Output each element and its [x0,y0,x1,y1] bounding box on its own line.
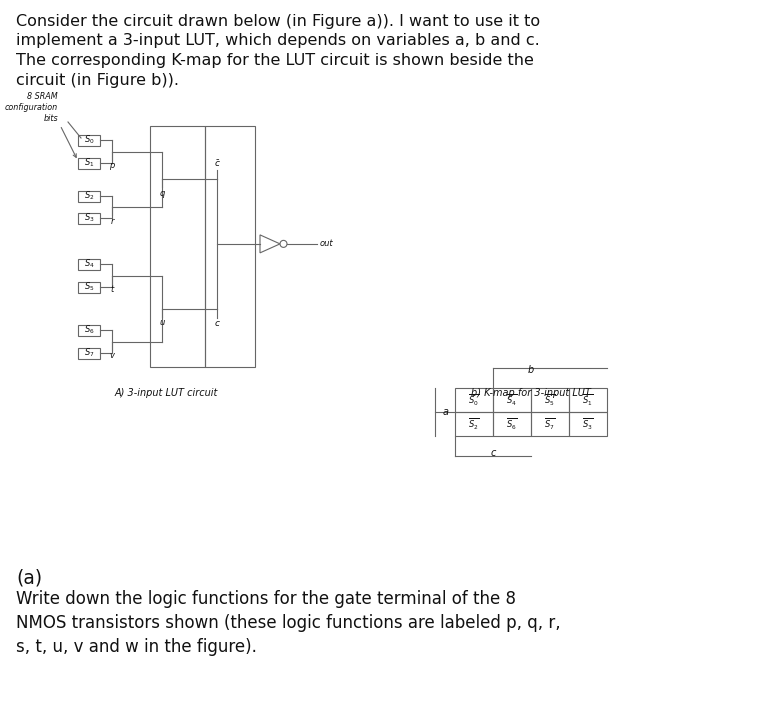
Text: $S_2$: $S_2$ [84,190,94,202]
Bar [78,259,100,270]
Text: circuit (in Figure b)).: circuit (in Figure b)). [16,72,179,87]
Bar [455,412,493,436]
Text: $S_3$: $S_3$ [83,212,94,224]
Bar [569,388,607,412]
Bar [455,388,493,412]
Bar [78,213,100,224]
Bar [78,191,100,202]
Bar [205,126,255,367]
Text: q: q [159,189,164,198]
Text: out: out [320,240,334,248]
Bar [150,126,205,367]
Text: $\overline{S_3}$: $\overline{S_3}$ [582,416,594,432]
Text: Consider the circuit drawn below (in Figure a)). I want to use it to: Consider the circuit drawn below (in Fig… [16,14,540,29]
Text: A) 3-input LUT circuit: A) 3-input LUT circuit [114,388,218,398]
Bar [78,348,100,359]
Text: implement a 3-input LUT, which depends on variables a, b and c.: implement a 3-input LUT, which depends o… [16,33,540,48]
Text: a: a [443,407,449,417]
Text: 8 SRAM
configuration
bits: 8 SRAM configuration bits [5,91,58,123]
Text: $S_5$: $S_5$ [83,281,94,294]
Text: $S_7$: $S_7$ [83,347,94,359]
Bar [78,282,100,293]
Text: $\overline{S_7}$: $\overline{S_7}$ [544,416,556,432]
Text: r: r [110,216,114,225]
Text: b: b [528,365,534,375]
Text: $S_6$: $S_6$ [83,324,94,336]
Bar [531,412,569,436]
Text: $\overline{S_5}$: $\overline{S_5}$ [544,392,556,408]
Text: v: v [109,351,114,360]
Text: s, t, u, v and w in the figure).: s, t, u, v and w in the figure). [16,638,257,656]
Text: c: c [490,448,496,458]
Bar [493,388,531,412]
Text: $S_4$: $S_4$ [83,258,94,270]
Bar [78,325,100,336]
Bar [78,158,100,169]
Text: $\overline{S_2}$: $\overline{S_2}$ [468,416,480,432]
Text: $\overline{S_0}$: $\overline{S_0}$ [468,392,480,408]
Text: Write down the logic functions for the gate terminal of the 8: Write down the logic functions for the g… [16,590,516,608]
Bar [78,135,100,146]
Text: NMOS transistors shown (these logic functions are labeled p, q, r,: NMOS transistors shown (these logic func… [16,614,561,632]
Text: c: c [215,319,220,328]
Text: u: u [159,318,164,327]
Text: (a): (a) [16,568,42,587]
Text: $S_1$: $S_1$ [84,157,94,169]
Text: $\overline{S_6}$: $\overline{S_6}$ [506,416,518,432]
Text: b) K-map for 3-input LUT: b) K-map for 3-input LUT [471,388,591,398]
Bar [569,412,607,436]
Text: $\bar{c}$: $\bar{c}$ [214,158,221,169]
Text: $S_0$: $S_0$ [83,134,94,146]
Text: The corresponding K-map for the LUT circuit is shown beside the: The corresponding K-map for the LUT circ… [16,53,534,68]
Bar [531,388,569,412]
Text: $\overline{S_4}$: $\overline{S_4}$ [506,392,518,408]
Text: t: t [111,285,114,294]
Bar [493,412,531,436]
Text: $\overline{S_1}$: $\overline{S_1}$ [582,392,594,408]
Text: p: p [109,161,114,170]
